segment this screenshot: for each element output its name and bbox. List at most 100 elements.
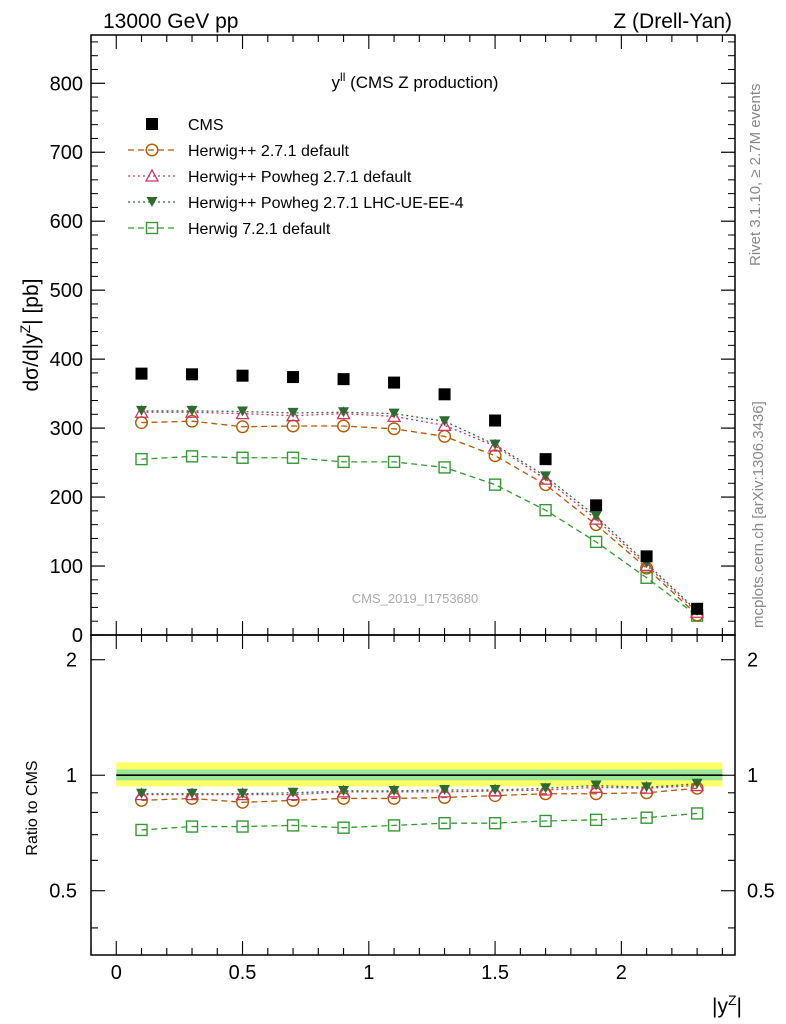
ratio-point [639,780,654,794]
ratio-panel: 0.5 0.5 1 1 2 2 0 0.5 1 1.5 2 [49,634,775,984]
legend-marker [146,118,158,130]
data-point [589,535,603,549]
legend-marker [146,197,158,207]
main-y-tick-label: 100 [50,556,83,578]
ratio-x-axis: 0 0.5 1 1.5 2 [90,635,723,984]
main-y-axis-label-sup: Z [17,324,33,333]
ratio-point [338,785,350,796]
data-point [236,369,249,382]
data-point [640,550,653,563]
ratio-band [116,762,723,787]
ratio-series-2 [136,778,703,799]
data-point [488,478,502,491]
main-series-layer [134,367,705,622]
data-point [438,461,451,474]
ratio-y-axis: 0.5 0.5 1 1 2 2 [49,650,775,929]
rivet-version-label: Rivet 3.1.10, ≥ 2.7M events [747,84,764,267]
main-y-tick-label: 0 [72,625,83,647]
series-line [141,411,698,613]
data-point [337,455,350,469]
main-y-axis-label-rest: | [pb] [20,279,43,325]
legend-entry: Herwig++ Powheg 2.7.1 default [128,168,412,186]
ratio-series-3 [135,807,704,837]
series-line [141,420,698,616]
data-point [134,404,149,418]
series-0 [135,367,704,615]
x-tick-label: 0 [111,962,122,984]
ratio-point [185,820,199,833]
data-point [186,368,199,381]
legend-label: Herwig 7.2.1 default [188,221,331,238]
ratio-y-tick-label-right: 1 [747,765,758,787]
ratio-point [641,782,653,793]
legend-marker [145,143,159,157]
series-line [141,455,698,617]
main-y-tick-label: 400 [50,349,83,371]
legend-entry: Herwig++ 2.7.1 default [128,143,350,160]
ratio-point [134,787,149,801]
x-tick-label: 2 [616,962,627,984]
ratio-point [285,787,301,801]
main-x-axis-ticks [90,35,723,635]
ratio-point [236,820,249,833]
x-axis-label: |yZ| [712,992,742,1018]
ratio-point [690,778,705,792]
ratio-point [539,814,552,828]
series-1 [135,414,704,622]
data-point [488,449,502,463]
main-y-tick-label: 700 [50,142,83,164]
ratio-point [640,811,653,824]
x-axis-label-rest: | [737,995,742,1018]
series-line [141,410,698,612]
main-y-tick-label: 300 [50,418,83,440]
legend-marker [145,221,159,235]
data-point [439,416,451,427]
data-point [185,450,199,463]
ratio-point [691,778,703,789]
data-point [235,406,250,420]
ratio-point [438,816,451,830]
data-point [337,419,351,433]
ratio-point [589,813,603,827]
legend-marker [144,168,160,182]
legend-label: CMS [188,117,224,134]
data-point [487,438,503,452]
data-point [387,422,401,436]
main-panel: 0 100 200 300 400 500 600 700 800 yll (CMS Z pro… [50,34,736,647]
data-point [287,371,300,384]
data-point [386,409,402,423]
data-point [438,388,451,401]
ratio-y-tick-label: 2 [66,650,77,672]
ratio-point [135,823,148,837]
data-point [388,408,400,419]
legend: CMS Herwig++ 2.7.1 default Herwig++ Powheg… [128,117,464,238]
data-point [135,367,148,380]
data-point [285,408,301,422]
data-point [538,471,553,485]
data-point [639,557,654,571]
data-point [540,471,552,482]
ratio-point [488,816,502,830]
data-point [338,407,350,418]
data-point [437,417,452,431]
main-y-axis: 0 100 200 300 400 500 600 700 800 [50,41,735,647]
mcplots-label: mcplots.cern.ch [arXiv:1306.3436] [750,401,767,628]
data-point [236,420,250,434]
chart-title-rest: (CMS Z production) [345,73,498,92]
x-tick-label: 0.5 [229,962,257,984]
data-point [640,571,653,584]
ratio-point [489,785,501,796]
header-process-label: Z (Drell-Yan) [613,10,732,33]
ratio-point [439,785,451,796]
ratio-point [387,819,401,832]
data-point [489,414,502,427]
ratio-series-layer [134,778,705,837]
ratio-point [237,788,249,799]
data-point [184,404,200,418]
data-point [286,451,300,464]
data-point [589,511,604,525]
legend-entry: Herwig++ Powheg 2.7.1 LHC-UE-EE-4 [128,195,464,212]
ratio-point [540,783,552,794]
data-point [136,405,148,416]
ratio-point [186,788,198,799]
